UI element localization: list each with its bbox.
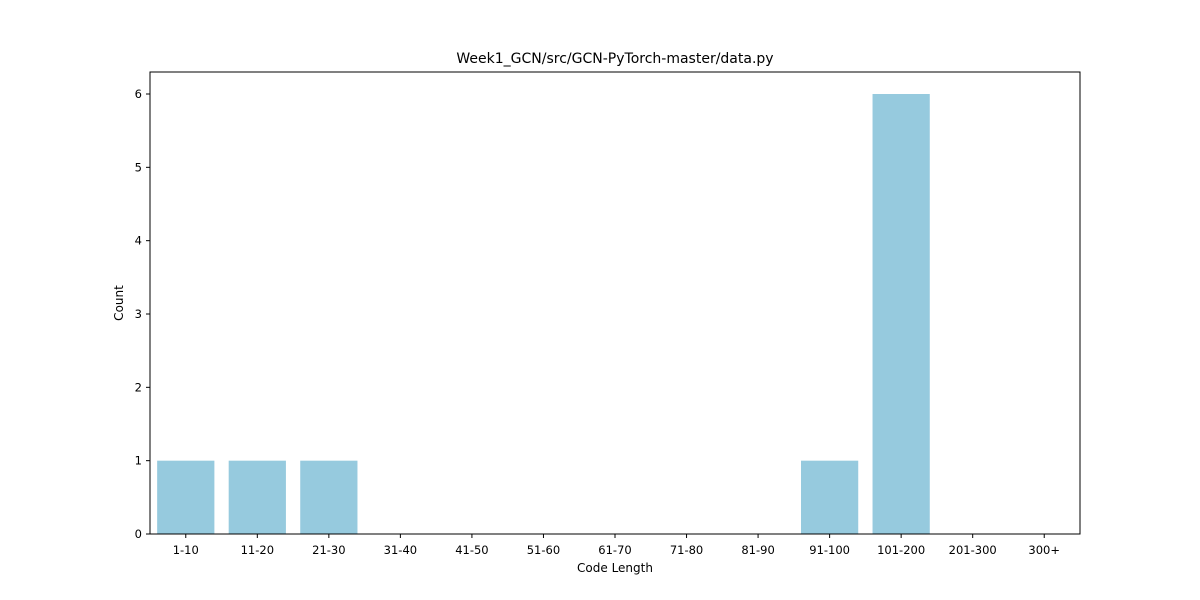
plot-frame xyxy=(149,71,1081,535)
x-tick-label: 201-300 xyxy=(949,543,997,557)
x-tick-label: 41-50 xyxy=(455,543,488,557)
y-tick-label: 1 xyxy=(135,454,142,468)
y-axis-label: Count xyxy=(112,285,126,321)
y-tick-label: 6 xyxy=(135,87,142,101)
bars-group xyxy=(157,94,930,534)
x-tick-label: 91-100 xyxy=(809,543,850,557)
bar-91-100 xyxy=(801,460,859,534)
y-tick-label: 5 xyxy=(135,160,142,174)
y-axis: 0 1 2 3 4 5 6 xyxy=(135,87,150,541)
x-tick-label: 81-90 xyxy=(741,543,774,557)
bar-11-20 xyxy=(228,460,286,534)
x-axis: 1-10 11-20 21-30 31-40 41-50 51-60 61-70 71-80 8… xyxy=(173,534,1060,557)
y-tick-label: 4 xyxy=(135,234,142,248)
x-axis-label: Code Length xyxy=(577,561,653,575)
y-tick-label: 3 xyxy=(135,307,142,321)
chart-title: Week1_GCN/src/GCN-PyTorch-master/data.py xyxy=(456,51,773,67)
bar-101-200 xyxy=(872,94,930,534)
x-tick-label: 51-60 xyxy=(527,543,560,557)
x-tick-label: 11-20 xyxy=(241,543,274,557)
x-tick-label: 101-200 xyxy=(877,543,925,557)
x-tick-label: 300+ xyxy=(1028,543,1060,557)
x-tick-label: 71-80 xyxy=(670,543,703,557)
x-tick-label: 61-70 xyxy=(598,543,631,557)
bar-1-10 xyxy=(157,460,215,534)
x-tick-label: 21-30 xyxy=(312,543,345,557)
x-tick-label: 1-10 xyxy=(173,543,199,557)
x-tick-label: 31-40 xyxy=(384,543,417,557)
bar-21-30 xyxy=(300,460,358,534)
y-tick-label: 2 xyxy=(135,380,142,394)
y-tick-label: 0 xyxy=(135,527,142,541)
